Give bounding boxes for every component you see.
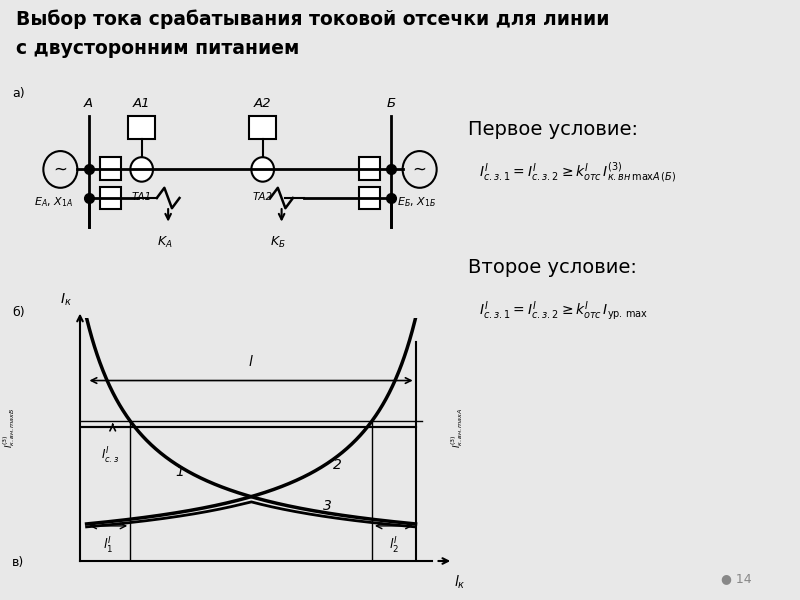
Text: а): а) — [12, 87, 25, 100]
Text: $I^{I}_{с.з}$: $I^{I}_{с.з}$ — [102, 446, 120, 466]
Text: $l^{I}_{2}$: $l^{I}_{2}$ — [389, 536, 399, 556]
Text: б): б) — [12, 306, 25, 319]
Text: А: А — [84, 97, 94, 110]
Text: ТА1: ТА1 — [132, 192, 152, 202]
Text: с двусторонним питанием: с двусторонним питанием — [16, 39, 299, 58]
Text: Б: Б — [386, 97, 396, 110]
Text: $K_Б$: $K_Б$ — [270, 235, 286, 250]
Text: $I_к$: $I_к$ — [60, 292, 72, 308]
Text: $E_Б$, $X_{1Б}$: $E_Б$, $X_{1Б}$ — [397, 195, 436, 209]
Circle shape — [130, 157, 153, 182]
Text: ~: ~ — [54, 160, 67, 178]
Bar — [100, 157, 121, 179]
Text: $l_к$: $l_к$ — [454, 573, 466, 590]
Text: в): в) — [12, 556, 24, 569]
Text: 2: 2 — [334, 458, 342, 472]
Text: $I^{I}_{с.з.1} = I^{I}_{с.з.2} \geq k^{I}_{отс}\,I^{(3)}_{к.вн\,\mathrm{max}А\,(: $I^{I}_{с.з.1} = I^{I}_{с.з.2} \geq k^{I… — [478, 160, 676, 185]
Text: А1: А1 — [133, 97, 150, 110]
Text: Второе условие:: Второе условие: — [468, 258, 637, 277]
Bar — [359, 187, 380, 209]
Text: А2: А2 — [254, 97, 271, 110]
Bar — [250, 116, 276, 139]
Text: 1: 1 — [175, 464, 184, 479]
Text: ~: ~ — [413, 160, 426, 178]
Bar — [100, 187, 121, 209]
Text: Первое условие:: Первое условие: — [468, 120, 638, 139]
Text: Выбор тока срабатывания токовой отсечки для линии: Выбор тока срабатывания токовой отсечки … — [16, 9, 610, 29]
Circle shape — [251, 157, 274, 182]
Text: $l^{I}_{1}$: $l^{I}_{1}$ — [103, 536, 114, 556]
Text: $I^{(3)}_{к.вн.maxА}$: $I^{(3)}_{к.вн.maxА}$ — [450, 407, 466, 448]
Text: $I^{(3)}_{к.вн.maxБ}$: $I^{(3)}_{к.вн.maxБ}$ — [1, 407, 17, 448]
Text: 3: 3 — [323, 499, 332, 512]
Bar — [129, 116, 155, 139]
Text: ТА2: ТА2 — [253, 192, 273, 202]
Text: $K_А$: $K_А$ — [157, 235, 172, 250]
Text: $l$: $l$ — [248, 354, 254, 369]
Text: $I^{I}_{с.з.1} = I^{I}_{с.з.2} \geq k^{I}_{отс}\,I_{\mathrm{ур.\,max}}$: $I^{I}_{с.з.1} = I^{I}_{с.з.2} \geq k^{I… — [478, 299, 648, 322]
Text: ● 14: ● 14 — [722, 572, 752, 585]
Text: $E_А$, $X_{1А}$: $E_А$, $X_{1А}$ — [34, 195, 73, 209]
Bar — [359, 157, 380, 179]
